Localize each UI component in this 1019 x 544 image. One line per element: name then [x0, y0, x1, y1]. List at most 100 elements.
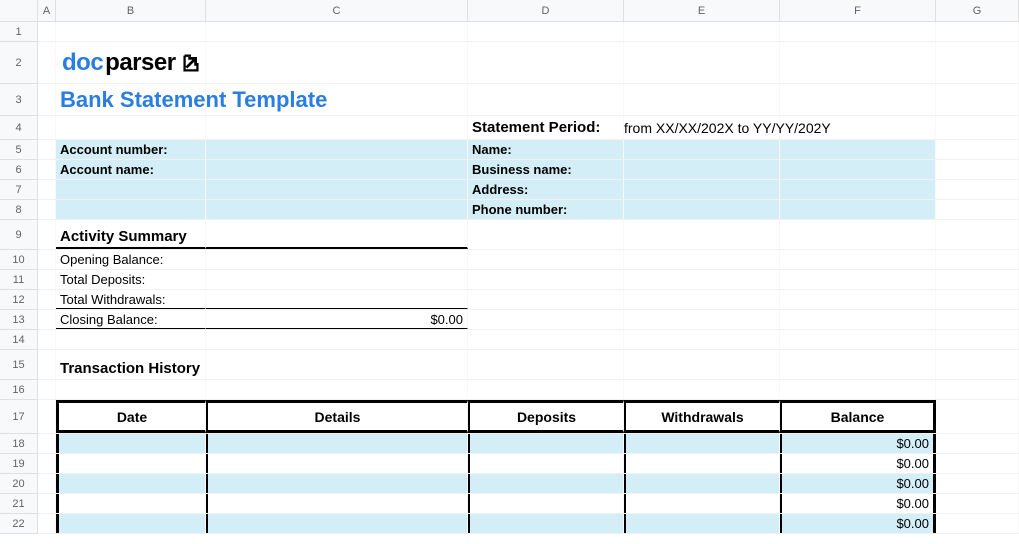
cell-G17[interactable]: [936, 400, 1019, 433]
cell-F15[interactable]: [780, 350, 936, 379]
cell-G5[interactable]: [936, 140, 1019, 159]
cell-F13[interactable]: [780, 310, 936, 329]
cell-C16[interactable]: [206, 380, 468, 399]
cell-G10[interactable]: [936, 250, 1019, 269]
cell-G1[interactable]: [936, 22, 1019, 41]
cell-C1[interactable]: [206, 22, 468, 41]
col-header-C[interactable]: C: [206, 0, 468, 21]
cell-E2[interactable]: [624, 42, 780, 83]
cell-F6[interactable]: [780, 160, 936, 179]
cell-G21[interactable]: [936, 494, 1019, 513]
cell-C3[interactable]: [206, 84, 468, 115]
cell-A6[interactable]: [38, 160, 56, 179]
cell-E8[interactable]: [624, 200, 780, 219]
cell-F2[interactable]: [780, 42, 936, 83]
cell-E16[interactable]: [624, 380, 780, 399]
cell-G19[interactable]: [936, 454, 1019, 473]
row-header-17[interactable]: 17: [0, 400, 37, 434]
cell-G22[interactable]: [936, 514, 1019, 533]
row-header-5[interactable]: 5: [0, 140, 37, 160]
cell-G13[interactable]: [936, 310, 1019, 329]
cell-C12[interactable]: [206, 290, 468, 309]
row-header-6[interactable]: 6: [0, 160, 37, 180]
cell-C9[interactable]: [206, 220, 468, 249]
cell-E3[interactable]: [624, 84, 780, 115]
account-name-label[interactable]: Account name:: [56, 160, 206, 179]
corner-cell[interactable]: [0, 0, 38, 21]
cell-E14[interactable]: [624, 330, 780, 349]
cell-F12[interactable]: [780, 290, 936, 309]
td-withdrawals-3[interactable]: [624, 494, 780, 513]
cell-D11[interactable]: [468, 270, 624, 289]
row-header-13[interactable]: 13: [0, 310, 37, 330]
row-header-20[interactable]: 20: [0, 474, 37, 494]
th-withdrawals[interactable]: Withdrawals: [624, 400, 780, 433]
total-withdrawals-label[interactable]: Total Withdrawals:: [56, 290, 206, 309]
business-name-label[interactable]: Business name:: [468, 160, 624, 179]
cell-C2[interactable]: [206, 42, 468, 83]
cell-G11[interactable]: [936, 270, 1019, 289]
td-balance-0[interactable]: $0.00: [780, 434, 936, 453]
cell-F16[interactable]: [780, 380, 936, 399]
cell-D3[interactable]: [468, 84, 624, 115]
cell-G15[interactable]: [936, 350, 1019, 379]
cell-C7[interactable]: [206, 180, 468, 199]
td-date-2[interactable]: [56, 474, 206, 493]
row-header-10[interactable]: 10: [0, 250, 37, 270]
td-date-4[interactable]: [56, 514, 206, 533]
cell-A19[interactable]: [38, 454, 56, 473]
cell-E9[interactable]: [624, 220, 780, 249]
cell-E10[interactable]: [624, 250, 780, 269]
row-header-19[interactable]: 19: [0, 454, 37, 474]
cell-F14[interactable]: [780, 330, 936, 349]
cell-D15[interactable]: [468, 350, 624, 379]
td-withdrawals-1[interactable]: [624, 454, 780, 473]
td-withdrawals-0[interactable]: [624, 434, 780, 453]
th-deposits[interactable]: Deposits: [468, 400, 624, 433]
cell-C6[interactable]: [206, 160, 468, 179]
cell-G9[interactable]: [936, 220, 1019, 249]
td-details-1[interactable]: [206, 454, 468, 473]
cell-A8[interactable]: [38, 200, 56, 219]
cell-A14[interactable]: [38, 330, 56, 349]
cell-D12[interactable]: [468, 290, 624, 309]
cell-F7[interactable]: [780, 180, 936, 199]
cell-A5[interactable]: [38, 140, 56, 159]
cell-A16[interactable]: [38, 380, 56, 399]
td-deposits-3[interactable]: [468, 494, 624, 513]
cell-G14[interactable]: [936, 330, 1019, 349]
cell-G3[interactable]: [936, 84, 1019, 115]
cell-G12[interactable]: [936, 290, 1019, 309]
cell-C5[interactable]: [206, 140, 468, 159]
td-date-1[interactable]: [56, 454, 206, 473]
cell-F11[interactable]: [780, 270, 936, 289]
cell-B14[interactable]: [56, 330, 206, 349]
cell-G18[interactable]: [936, 434, 1019, 453]
td-balance-1[interactable]: $0.00: [780, 454, 936, 473]
cell-C14[interactable]: [206, 330, 468, 349]
td-balance-3[interactable]: $0.00: [780, 494, 936, 513]
cell-E4[interactable]: from XX/XX/202X to YY/YY/202Y: [624, 116, 780, 139]
cell-G20[interactable]: [936, 474, 1019, 493]
cell-F1[interactable]: [780, 22, 936, 41]
cell-C4[interactable]: [206, 116, 468, 139]
cell-E5[interactable]: [624, 140, 780, 159]
cell-E13[interactable]: [624, 310, 780, 329]
cell-A7[interactable]: [38, 180, 56, 199]
closing-balance-label[interactable]: Closing Balance:: [56, 310, 206, 329]
cell-B3[interactable]: Bank Statement Template: [56, 84, 206, 115]
td-date-3[interactable]: [56, 494, 206, 513]
cell-E6[interactable]: [624, 160, 780, 179]
td-details-4[interactable]: [206, 514, 468, 533]
cell-A17[interactable]: [38, 400, 56, 433]
th-details[interactable]: Details: [206, 400, 468, 433]
cell-C15[interactable]: [206, 350, 468, 379]
td-details-2[interactable]: [206, 474, 468, 493]
td-deposits-4[interactable]: [468, 514, 624, 533]
address-label[interactable]: Address:: [468, 180, 624, 199]
row-header-8[interactable]: 8: [0, 200, 37, 220]
cell-F5[interactable]: [780, 140, 936, 159]
cell-A3[interactable]: [38, 84, 56, 115]
cell-C11[interactable]: [206, 270, 468, 289]
cell-G7[interactable]: [936, 180, 1019, 199]
